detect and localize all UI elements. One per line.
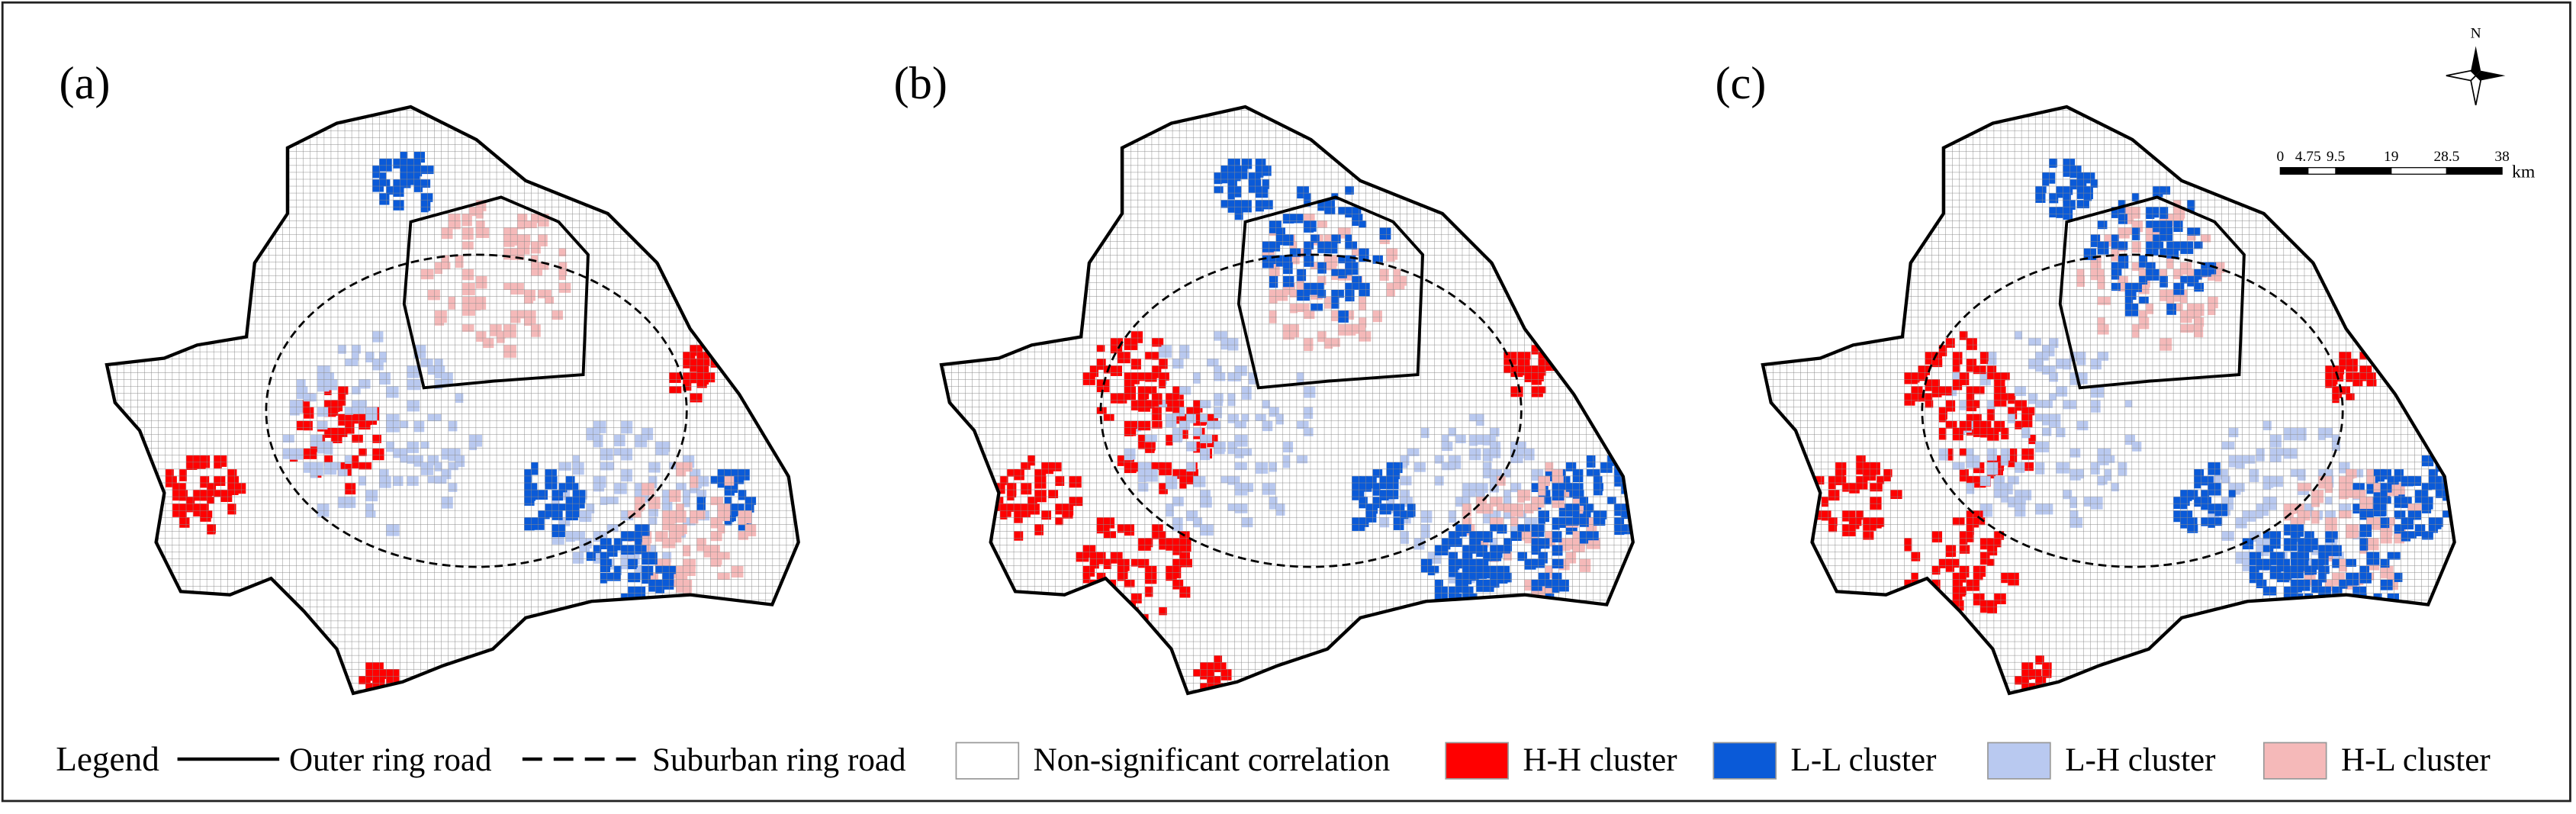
north-label: N — [2471, 26, 2481, 42]
legend-swatch — [1445, 742, 1509, 780]
suburban-ring-road — [1099, 253, 1523, 568]
legend-label: L-H cluster — [2065, 742, 2215, 778]
outline — [105, 105, 800, 696]
legend-label: Non-significant correlation — [1034, 742, 1391, 778]
legend-label: L-L cluster — [1791, 742, 1937, 778]
suburban-ring-road — [265, 253, 688, 568]
legend-label: H-H cluster — [1523, 742, 1677, 778]
outline — [1761, 105, 2456, 696]
outer-ring-road — [2058, 195, 2246, 390]
suburban-ring-road — [1921, 253, 2344, 568]
maps: (a) (b) (c) — [59, 58, 2456, 696]
scale-label: 19 — [2384, 149, 2398, 165]
panel-label: (c) — [1715, 58, 1766, 109]
outline — [939, 105, 1635, 696]
legend-label: H-L cluster — [2341, 742, 2491, 778]
north-arrow: N — [2446, 26, 2506, 106]
legend-title: Legend — [56, 740, 159, 778]
map-panel: (a) — [59, 58, 800, 696]
scale-segment — [2391, 167, 2448, 175]
scale-label: 38 — [2494, 149, 2509, 165]
legend: Legend Outer ring road Suburban ring road N… — [56, 740, 2491, 780]
grid — [106, 107, 799, 693]
scale-segment — [2307, 167, 2336, 175]
panel-label: (b) — [894, 58, 947, 109]
map-panel: (c) — [1715, 58, 2456, 696]
scale-label: 4.75 — [2295, 149, 2321, 165]
scale-segment — [2446, 167, 2503, 175]
legend-swatch — [2262, 742, 2327, 780]
panel-label: (a) — [59, 58, 111, 109]
grid — [1762, 107, 2455, 693]
outer-ring-road — [402, 195, 590, 390]
legend-label: Suburban ring road — [652, 742, 905, 778]
scale-segment — [2279, 167, 2309, 175]
scale-label: 0 — [2276, 149, 2284, 165]
legend-swatch — [955, 742, 1020, 780]
scale-segment — [2335, 167, 2392, 175]
scale-unit: km — [2512, 162, 2536, 182]
scale-label: 9.5 — [2327, 149, 2345, 165]
legend-swatch — [1987, 742, 2051, 780]
legend-swatch — [1713, 742, 1777, 780]
legend-label: Outer ring road — [289, 742, 491, 778]
scale-label: 28.5 — [2433, 149, 2459, 165]
map-panel: (b) — [894, 58, 1635, 696]
grid — [941, 107, 1633, 693]
outer-ring-road — [1237, 195, 1425, 390]
